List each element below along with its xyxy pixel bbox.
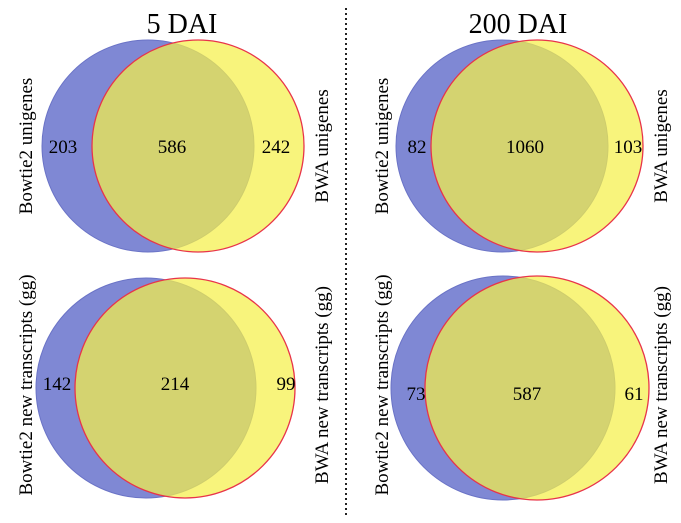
bowtie2-only-count: 82: [408, 137, 427, 158]
bwa-set-circle: [430, 39, 644, 253]
venn-panel-5dai-unigenes: Bowtie2 unigenes BWA unigenes 203 586 24…: [16, 39, 333, 253]
bwa-set-circle: [424, 275, 650, 501]
bowtie2-set-label: Bowtie2 new transcripts (gg): [372, 274, 393, 495]
overlap-count: 587: [513, 384, 542, 405]
bwa-only-count: 103: [614, 137, 643, 158]
bwa-set-label: BWA new transcripts (gg): [651, 286, 672, 484]
bwa-set-circle: [91, 39, 305, 253]
bwa-set-circle: [74, 277, 296, 499]
venn-panel-200dai-unigenes: Bowtie2 unigenes BWA unigenes 82 1060 10…: [372, 39, 672, 253]
venn-panel-5dai-new-transcripts: Bowtie2 new transcripts (gg) BWA new tra…: [16, 274, 333, 499]
bwa-only-count: 61: [625, 384, 644, 405]
bwa-only-count: 99: [277, 374, 296, 395]
bwa-only-count: 242: [262, 137, 291, 158]
bowtie2-only-count: 142: [43, 374, 72, 395]
column-title-200-dai: 200 DAI: [469, 9, 568, 40]
overlap-count: 586: [158, 137, 187, 158]
overlap-count: 214: [161, 374, 190, 395]
bowtie2-only-count: 73: [407, 384, 426, 405]
bowtie2-set-label: Bowtie2 unigenes: [372, 78, 393, 215]
bwa-set-label: BWA unigenes: [312, 89, 333, 202]
bwa-set-label: BWA new transcripts (gg): [312, 286, 333, 484]
overlap-count: 1060: [506, 137, 544, 158]
column-title-5-dai: 5 DAI: [147, 9, 218, 40]
bowtie2-set-label: Bowtie2 unigenes: [16, 78, 37, 215]
bowtie2-set-label: Bowtie2 new transcripts (gg): [16, 274, 37, 495]
venn-panel-200dai-new-transcripts: Bowtie2 new transcripts (gg) BWA new tra…: [372, 274, 672, 501]
bwa-set-label: BWA unigenes: [651, 89, 672, 202]
bowtie2-only-count: 203: [49, 137, 78, 158]
